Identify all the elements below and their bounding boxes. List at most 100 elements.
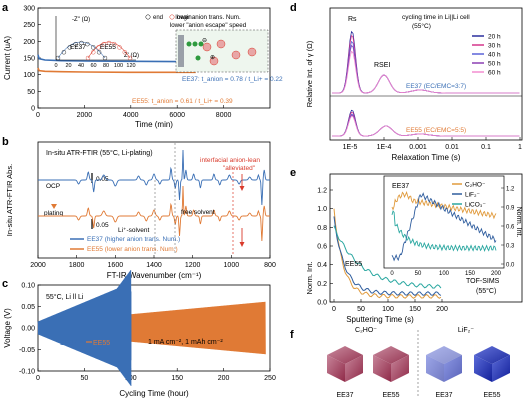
d-legend-label: 60 h: [488, 70, 501, 77]
e-xtick-label: 50: [357, 306, 365, 313]
e-inset-xtick-label: 0: [390, 271, 394, 277]
panel-label-b: b: [2, 136, 9, 148]
e-ytick-label: 0.4: [317, 262, 327, 269]
c-xtick-label: 200: [218, 375, 230, 382]
panel-e-inset-series: [391, 191, 497, 262]
e-ytick-label: 1.2: [317, 188, 327, 195]
panel-c-y-ticks: -0.10 -0.05 0.00 0.05 0.10: [19, 283, 41, 376]
a-inset-marker: [85, 41, 90, 47]
a-inset-marker: [55, 55, 61, 61]
b-legend-ee55: EE55 (lower anion trans. Num.): [87, 246, 178, 253]
f-label-3: EE37: [435, 392, 452, 399]
e-inset-ytick-label: 0.3: [506, 244, 515, 250]
panel-a-series: [37, 54, 196, 74]
e-inset-xtick-label: 100: [439, 271, 450, 277]
b-xtick-label: 1600: [108, 262, 124, 269]
b-xtick-label: 1400: [146, 262, 162, 269]
e-inset-lif2: [391, 192, 497, 262]
panel-e-y-ticks: 0.0 0.2 0.4 0.6 0.8 1.0 1.2: [317, 188, 333, 307]
b-xtick-label: 2000: [30, 262, 46, 269]
c-ytick-label: 0.10: [21, 283, 35, 290]
panel-d: Relative Int. of γ (Ω) 1E-5 1E-4 0.001 0.01…: [305, 7, 523, 162]
c-xtick-label: 150: [171, 375, 183, 382]
a-ytick-label: 250: [23, 22, 35, 29]
a-series-ee55: [37, 67, 196, 74]
panel-c-xlabel: Cycling Time (hour): [119, 389, 189, 398]
b-spectrum-ee55: [38, 185, 270, 241]
d-ee37-60h: [331, 50, 520, 94]
panel-label-a: a: [2, 2, 9, 14]
e-legend-label: C₂HO⁻: [465, 182, 486, 189]
a-ytick-label: 0: [31, 106, 35, 113]
svg-text:⊕: ⊕: [210, 55, 215, 61]
panel-b: In-situ ATR-FTIR Abs. 2000 1800 1600 1400 12…: [5, 141, 276, 280]
panel-e-inset: [383, 175, 505, 269]
c-xtick-label: 250: [264, 375, 276, 382]
f-label-2: EE55: [382, 392, 399, 399]
panel-label-e: e: [290, 167, 296, 179]
a-xtick-label: 4000: [123, 112, 139, 119]
panel-b-annotation-alleviated: "alleviated": [223, 165, 256, 172]
e-inset-ytick-label: 1.2: [506, 187, 515, 193]
panel-a-xlabel: Time (min): [135, 120, 173, 129]
a-ytick-label: 100: [23, 72, 35, 79]
e-inset-c2ho: [391, 191, 497, 220]
e-legend-label: LiCO₃⁻: [465, 202, 486, 209]
panel-e-label-ee37: EE37: [392, 183, 409, 190]
panel-b-x-ticks: 2000 1800 1600 1400 1200 1000 800: [30, 255, 276, 269]
panel-a-inset-ylabel: -Z'' (Ω): [72, 17, 90, 23]
a-inset-xtick: 60: [90, 63, 96, 69]
b-xtick-label: 1000: [224, 262, 240, 269]
panel-b-spectra: [38, 149, 270, 241]
a-inset-xtick: 20: [65, 63, 71, 69]
schematic-anion-1: [202, 42, 212, 52]
b-spectrum-ee37: [38, 149, 270, 205]
d-legend-label: 40 h: [488, 52, 501, 59]
d-xtick-label: 0.1: [481, 144, 491, 151]
panel-label-f: f: [290, 329, 294, 341]
legend-begin-marker: [169, 14, 175, 20]
a-inset-xtick: 100: [114, 63, 123, 69]
b-li-solvent: Li⁺-solvent: [118, 227, 149, 234]
panel-d-series: [331, 30, 520, 137]
a-inset-marker: [112, 41, 117, 47]
legend-end-marker: [145, 14, 151, 20]
e-inset-xtick-label: 150: [465, 271, 476, 277]
b-legend-ee37: EE37 (higher anion trans. Num.): [87, 236, 180, 243]
a-inset-marker: [79, 40, 84, 46]
panel-e-xlabel: Sputtering Time (s): [346, 315, 414, 324]
e-xtick-label: 100: [382, 306, 394, 313]
f-cube-c2ho-ee55: [373, 346, 409, 382]
c-ytick-label: 0.00: [21, 326, 35, 333]
a-ytick-label: 150: [23, 56, 35, 63]
panel-d-title: cycling time in Li||Li cell: [402, 14, 470, 21]
a-inset-marker: [67, 45, 72, 50]
panel-e-main-series: [333, 208, 442, 299]
d-legend-label: 30 h: [488, 43, 501, 50]
panel-e-frame: [329, 173, 523, 303]
a-inset-xtick: 80: [103, 63, 109, 69]
e-inset-ytick-label: 0.6: [506, 225, 515, 231]
schematic-minus: ⊖: [202, 38, 207, 44]
d-xtick-label: 0.001: [409, 144, 427, 151]
panel-c-rate: 1 mA cm⁻², 1 mAh cm⁻²: [148, 339, 223, 346]
a-inset-xtick: 0: [54, 63, 57, 69]
panel-b-title: In-situ ATR-FTIR (55°C, Li-plating): [46, 149, 153, 157]
e-xtick-label: 0: [332, 306, 336, 313]
e-legend-label: LiF₂⁻: [465, 192, 481, 199]
a-inset-marker: [102, 55, 108, 61]
panel-c: -0.10-0.050.000.050.10 0 50 100 150 200 250 V…: [3, 269, 276, 398]
a-inset-marker: [61, 50, 67, 55]
c-xtick-label: 0: [36, 375, 40, 382]
e-xtick-label: 150: [409, 306, 421, 313]
b-ocp-label: OCP: [46, 183, 60, 190]
panel-d-group-ee37: EE37 (EC/EMC=3:7): [406, 83, 466, 90]
b-free-solvent: free solvent: [181, 209, 215, 216]
panel-c-legend-ee37: EE37: [60, 340, 77, 347]
inset-legend-begin: begin: [177, 15, 192, 21]
e-ytick-label: 0.0: [317, 300, 327, 307]
a-inset-xtick: 120: [126, 63, 135, 69]
a-xtick-label: 8000: [216, 112, 232, 119]
